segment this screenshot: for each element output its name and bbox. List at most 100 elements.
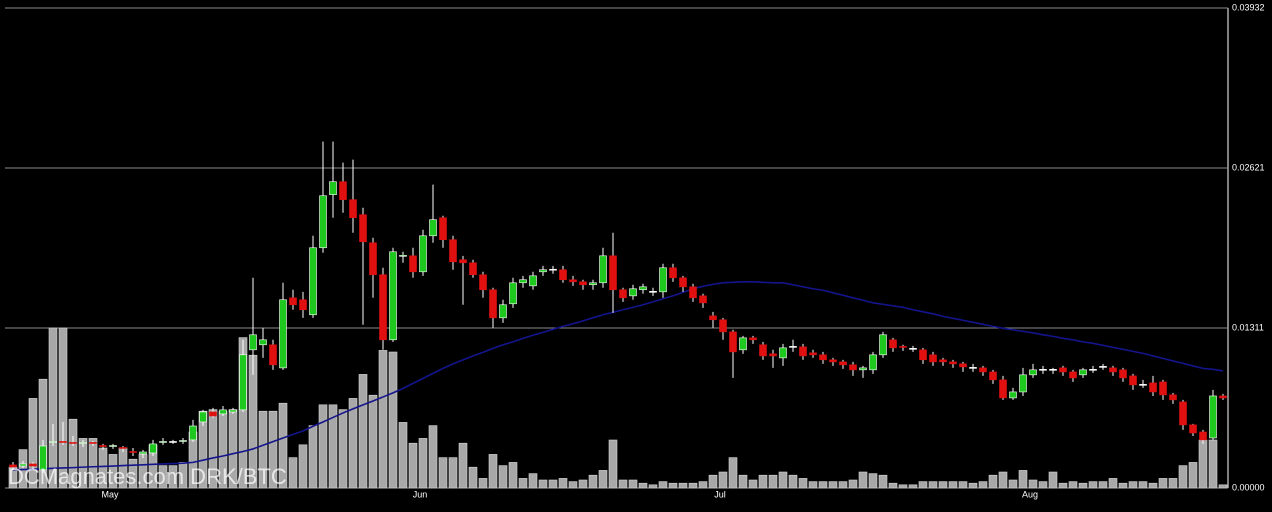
candle-body (1079, 369, 1087, 376)
candle-body (329, 181, 337, 195)
candle-body (1129, 375, 1137, 386)
candle-body (289, 297, 297, 306)
volume-bar (238, 337, 248, 489)
candle-body (99, 445, 107, 447)
volume-bar (178, 462, 188, 489)
volume-bar (668, 482, 678, 489)
volume-bar (168, 465, 178, 489)
candle-body (69, 442, 77, 444)
candle-body (519, 279, 527, 284)
volume-bar (508, 462, 518, 489)
candle-body (479, 274, 487, 291)
candle-body (1069, 371, 1077, 379)
candle-body (599, 255, 607, 284)
volume-bar (1148, 482, 1158, 489)
volume-bar (578, 479, 588, 489)
volume-bar (588, 474, 598, 489)
candle-body (969, 367, 977, 369)
volume-bar (518, 478, 528, 489)
volume-bar (568, 481, 578, 489)
candle-body (689, 286, 697, 299)
volume-bar (488, 454, 498, 489)
volume-bar (1078, 482, 1088, 489)
volume-bar (808, 481, 818, 489)
candle-body (1159, 381, 1167, 396)
volume-bar (128, 458, 138, 489)
candle-body (1149, 382, 1157, 393)
candle-body (199, 411, 207, 423)
volume-bar (768, 474, 778, 489)
x-tick-label: Jun (413, 489, 428, 499)
volume-bar (908, 484, 918, 489)
volume-bar (108, 454, 118, 489)
candle-body (459, 259, 467, 264)
candle-body (419, 235, 427, 273)
y-tick-label: 0.02621 (1232, 162, 1265, 172)
candle-body (779, 347, 787, 359)
volume-bar (798, 478, 808, 489)
volume-bar (748, 479, 758, 489)
volume-bar (48, 327, 58, 489)
volume-bar (1098, 481, 1108, 489)
candle-body (609, 255, 617, 291)
volume-bar (1018, 470, 1028, 489)
candle-body (679, 277, 687, 288)
volume-bar (558, 478, 568, 489)
candle-body (549, 268, 557, 271)
candle-body (179, 440, 187, 442)
volume-bar (258, 410, 268, 489)
candle-body (239, 354, 247, 411)
volume-bar (338, 409, 348, 489)
volume-bar (68, 418, 78, 489)
candle-body (919, 349, 927, 361)
volume-bar (348, 398, 358, 489)
candle-layer (9, 141, 1227, 473)
volume-bar (388, 351, 398, 489)
moving-average-line (12, 281, 1224, 471)
volume-bar (318, 404, 328, 489)
candle-body (389, 251, 397, 341)
candle-body (939, 359, 947, 363)
candle-body (979, 367, 987, 373)
candle-body (899, 346, 907, 348)
candle-body (949, 361, 957, 365)
candle-body (869, 354, 877, 371)
volume-bar (1128, 481, 1138, 489)
candle-body (469, 262, 477, 276)
volume-bar (898, 484, 908, 489)
volume-bar (978, 481, 988, 489)
candle-body (789, 346, 797, 348)
volume-bar (1068, 481, 1078, 489)
volume-bar (1038, 481, 1048, 489)
candle-body (739, 337, 747, 351)
candle-body (299, 299, 307, 311)
candle-body (819, 354, 827, 361)
volume-bar (58, 327, 68, 489)
volume-bar (998, 471, 1008, 489)
volume-bar (408, 442, 418, 489)
candle-body (49, 441, 57, 443)
volume-bar (158, 465, 168, 489)
candle-body (1169, 394, 1177, 401)
candle-body (359, 214, 367, 243)
volume-bar (1028, 479, 1038, 489)
candle-body (719, 319, 727, 333)
candle-body (859, 367, 867, 371)
volume-bar (958, 481, 968, 489)
volume-bar (1118, 482, 1128, 489)
candle-body (999, 379, 1007, 399)
volume-bar (378, 350, 388, 489)
volume-bar (538, 479, 548, 489)
candle-body (639, 286, 647, 291)
volume-bar (658, 481, 668, 489)
volume-bar (428, 425, 438, 489)
volume-bar (928, 481, 938, 489)
candle-body (399, 255, 407, 257)
candle-body (429, 219, 437, 237)
candle-body (839, 361, 847, 366)
volume-bar (728, 457, 738, 489)
candle-body (249, 334, 257, 351)
candle-body (1139, 384, 1147, 386)
volume-bar (398, 422, 408, 489)
